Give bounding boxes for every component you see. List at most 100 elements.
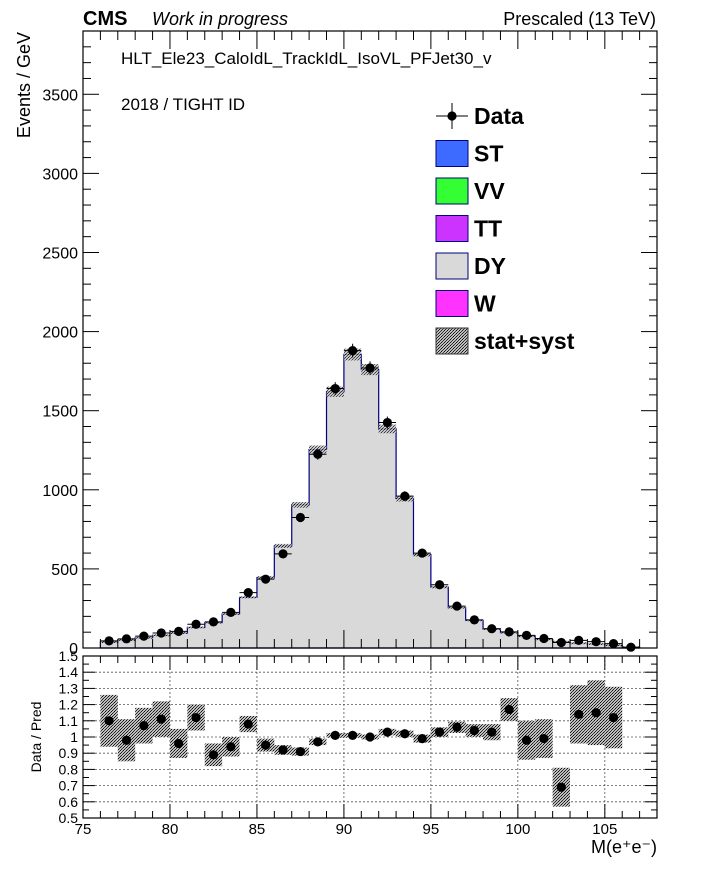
ratio-point [556,782,566,792]
ratio-x-tick-label: 80 [162,821,179,838]
ratio-y-tick-label: 1.2 [59,697,79,713]
ratio-point [365,732,375,742]
main-panel: 0 500 1000 1500 2000 2500 3000 3500 Events / Ge… [14,30,658,658]
ratio-y-tick-label: 1.5 [59,648,79,664]
data-point [469,615,479,625]
main-y-tick-label: 1000 [42,483,78,500]
ratio-x-axis-label: M(e⁺e⁻) [591,837,657,857]
ratio-point [191,712,201,723]
data-point [261,574,271,584]
ratio-point [539,734,549,744]
ratio-point [313,737,323,747]
ratio-point [139,721,149,731]
ratio-y-tick-label: 1.4 [59,664,79,680]
ratio-point [487,727,497,737]
ratio-x-tick-label: 75 [75,821,92,838]
ratio-x-tick-label: 90 [336,821,353,838]
legend-label: Data [474,103,524,129]
data-point [226,607,236,618]
ratio-y-tick-label: 0.7 [59,778,79,794]
ratio-point [417,734,427,744]
ratio-point [452,722,462,732]
ratio-point [504,704,514,715]
ratio-y-tick-label: 1 [70,729,78,745]
legend-label: VV [474,178,505,204]
data-point [139,631,149,641]
legend-swatch [435,177,469,205]
ratio-point [261,740,271,750]
ratio-y-tick-label: 1.3 [59,680,79,696]
ratio-y-tick-label: 1.1 [59,713,79,729]
data-point [121,634,132,644]
legend-label: stat+syst [474,328,575,354]
main-x-ticks [82,31,658,648]
data-point [208,617,219,627]
ratio-point [295,746,306,757]
legend-label: ST [474,141,503,167]
ratio-point [330,730,340,740]
ratio-y-tick-label: 0.8 [59,761,79,777]
data-point [382,417,392,428]
data-point [417,548,427,558]
data-point [608,638,619,649]
main-unc-bin [291,501,310,508]
experiment-label: CMS [83,8,127,30]
data-point [348,345,358,356]
main-y-tick-label: 500 [51,562,78,579]
data-point [313,449,323,459]
legend-item-vv: VV [435,177,505,205]
data-point [626,642,636,652]
data-point [539,633,549,644]
legend-item-tt: TT [435,215,502,242]
ratio-x-axis: 75 80 85 90 95 100 105 [75,656,658,838]
ratio-y-axis: 0.50.60.70.80.911.11.21.31.41.5 [59,648,657,826]
data-point [556,637,566,648]
main-y-tick-label: 0 [69,641,78,658]
main-y-tick-label: 3500 [42,87,78,104]
legend-marker [447,111,457,121]
ratio-point [104,716,114,726]
main-y-axis: 0 500 1000 1500 2000 2500 3000 3500 [42,30,657,658]
legend-label: TT [474,216,502,242]
ratio-panel: 0.50.60.70.80.911.11.21.31.41.5 75 80 85 90… [28,648,658,857]
legend-swatch [435,215,469,242]
data-point [278,549,288,559]
legend-item-unc: stat+syst [435,327,575,355]
legend-swatch [435,327,469,355]
status-label: Work in progress [152,9,288,29]
ratio-y-axis-label: Data / Pred [28,702,44,773]
data-point [504,627,514,637]
data-point [521,630,532,640]
data-point [452,601,462,611]
energy-label: Prescaled (13 TeV) [503,9,656,29]
main-unc-bin [239,596,257,599]
main-y-axis-label: Events / GeV [14,32,34,138]
ratio-point [226,742,236,752]
data-point [174,626,184,636]
data-points [100,343,640,652]
ratio-y-tick-label: 0.5 [59,810,79,826]
data-point [591,637,601,647]
ratio-point [400,729,410,739]
legend-item-st: ST [435,140,503,167]
data-point [243,588,253,598]
ratio-point [434,727,445,737]
ratio-point [469,725,479,736]
data-point [365,363,375,373]
ratio-points [104,704,619,792]
legend-label: DY [474,253,506,279]
ratio-point [156,714,166,724]
ratio-point [348,730,358,740]
data-point [104,636,114,646]
legend-swatch [435,252,469,280]
ratio-point [591,708,601,718]
ratio-point [382,727,392,737]
data-point [156,628,166,638]
data-point [574,635,584,646]
data-point [487,624,497,634]
ratio-x-tick-label: 100 [505,821,530,838]
ratio-x-tick-label: 85 [249,821,266,838]
main-y-tick-label: 2500 [42,245,78,262]
main-y-tick-label: 1500 [42,404,78,421]
